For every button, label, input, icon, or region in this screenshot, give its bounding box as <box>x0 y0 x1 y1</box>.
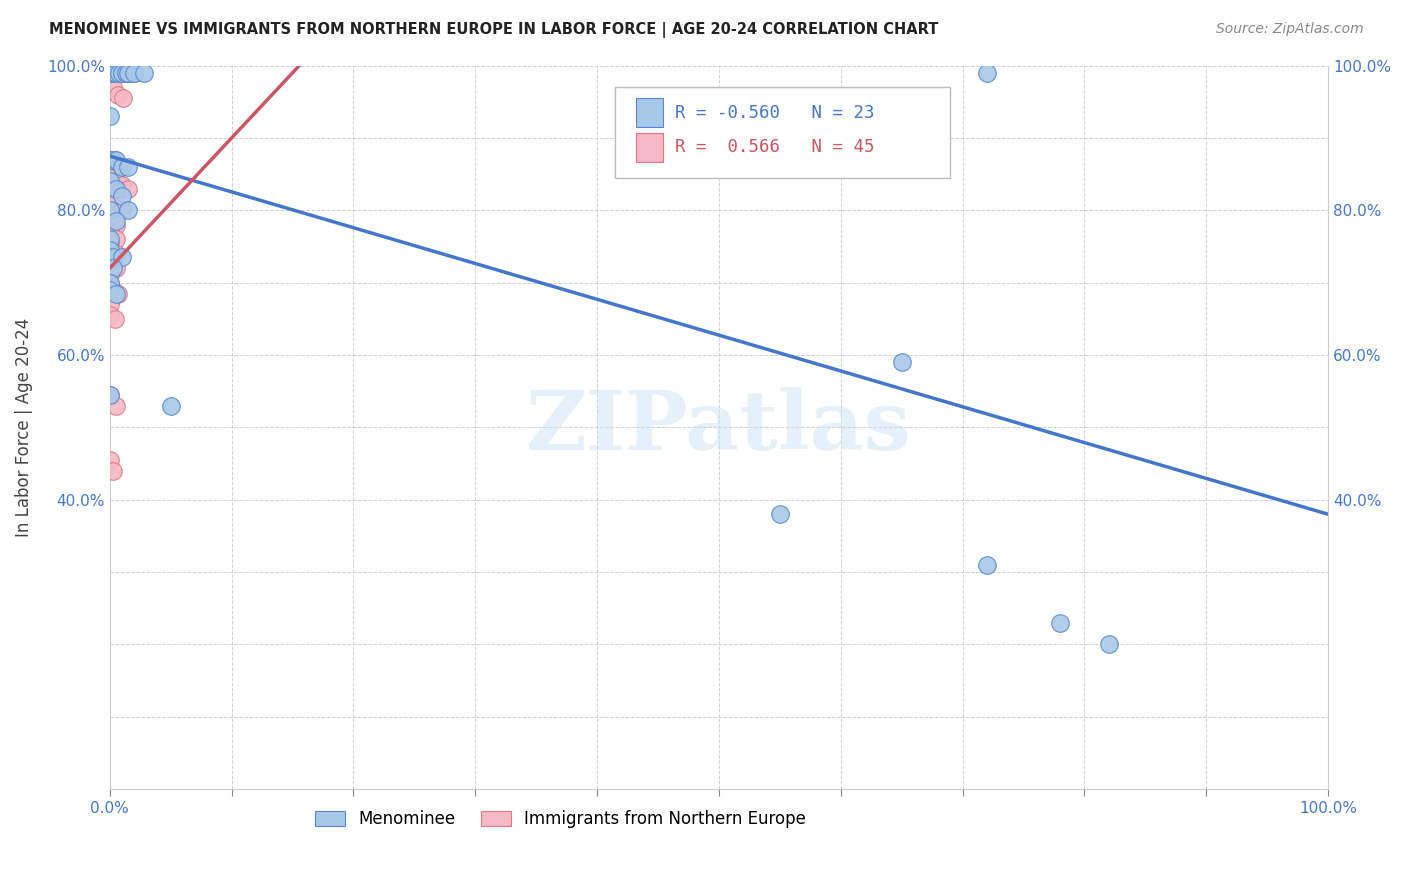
Point <box>117 160 139 174</box>
Point <box>104 399 127 413</box>
Point <box>108 160 131 174</box>
Point <box>98 388 121 402</box>
Point <box>104 153 127 167</box>
Point <box>104 218 127 232</box>
Point <box>103 464 125 478</box>
Point <box>98 243 121 257</box>
Point <box>121 66 143 80</box>
Point <box>976 558 998 572</box>
Point <box>159 399 181 413</box>
Point <box>98 170 121 185</box>
Point <box>101 66 124 80</box>
Point <box>98 225 121 239</box>
Point <box>104 66 127 80</box>
Point <box>104 153 127 167</box>
Point <box>112 91 135 105</box>
Point <box>111 251 134 265</box>
Point <box>104 214 127 228</box>
Point <box>104 232 127 246</box>
Point <box>111 66 134 80</box>
Point <box>115 66 138 80</box>
Point <box>98 211 121 225</box>
Bar <box>636 133 662 161</box>
Point <box>132 66 155 80</box>
Point <box>98 279 121 293</box>
Point <box>107 87 129 102</box>
Point <box>117 66 139 80</box>
Point <box>104 196 127 211</box>
Text: Source: ZipAtlas.com: Source: ZipAtlas.com <box>1216 22 1364 37</box>
Point <box>105 66 128 80</box>
Point <box>118 66 141 80</box>
Point <box>111 203 134 218</box>
Point <box>104 286 127 301</box>
FancyBboxPatch shape <box>616 87 950 178</box>
Point <box>98 232 121 246</box>
Point <box>108 66 131 80</box>
Text: R = -0.560   N = 23: R = -0.560 N = 23 <box>675 103 875 121</box>
Point <box>104 246 127 260</box>
Point <box>122 66 145 80</box>
Point <box>1049 615 1071 630</box>
Point <box>98 297 121 311</box>
Point <box>769 508 792 522</box>
Point <box>98 203 121 218</box>
Point <box>98 388 121 402</box>
Point <box>104 181 127 195</box>
Point <box>98 276 121 290</box>
Point <box>98 308 121 322</box>
Point <box>98 453 121 467</box>
Point <box>111 178 134 192</box>
Point <box>1098 638 1121 652</box>
Point <box>976 66 998 80</box>
Point <box>98 109 121 123</box>
Point <box>111 66 134 80</box>
Point <box>122 66 145 80</box>
Point <box>890 355 912 369</box>
Point <box>98 235 121 250</box>
Y-axis label: In Labor Force | Age 20-24: In Labor Force | Age 20-24 <box>15 318 32 537</box>
Point <box>104 66 127 80</box>
Text: MENOMINEE VS IMMIGRANTS FROM NORTHERN EUROPE IN LABOR FORCE | AGE 20-24 CORRELAT: MENOMINEE VS IMMIGRANTS FROM NORTHERN EU… <box>49 22 939 38</box>
Point <box>107 286 129 301</box>
Point <box>117 181 139 195</box>
Legend: Menominee, Immigrants from Northern Europe: Menominee, Immigrants from Northern Euro… <box>308 804 813 835</box>
Text: ZIPatlas: ZIPatlas <box>526 387 911 467</box>
Point <box>117 203 139 218</box>
Point <box>98 283 121 297</box>
Point <box>98 174 121 188</box>
Point <box>108 66 131 80</box>
Point <box>98 66 121 80</box>
Point <box>98 153 121 167</box>
Point <box>98 254 121 268</box>
Point <box>103 261 125 276</box>
Point <box>101 153 124 167</box>
Point <box>104 174 127 188</box>
Point <box>98 66 121 80</box>
Bar <box>636 98 662 127</box>
Point <box>111 189 134 203</box>
Text: R =  0.566   N = 45: R = 0.566 N = 45 <box>675 138 875 156</box>
Point <box>98 189 121 203</box>
Point <box>112 66 135 80</box>
Point <box>114 66 136 80</box>
Point <box>98 276 121 290</box>
Point <box>104 311 127 326</box>
Point <box>98 268 121 283</box>
Point <box>104 261 127 276</box>
Point <box>103 283 125 297</box>
Point <box>111 160 134 174</box>
Point <box>103 251 125 265</box>
Point <box>103 80 125 95</box>
Point <box>98 243 121 257</box>
Point <box>103 66 125 80</box>
